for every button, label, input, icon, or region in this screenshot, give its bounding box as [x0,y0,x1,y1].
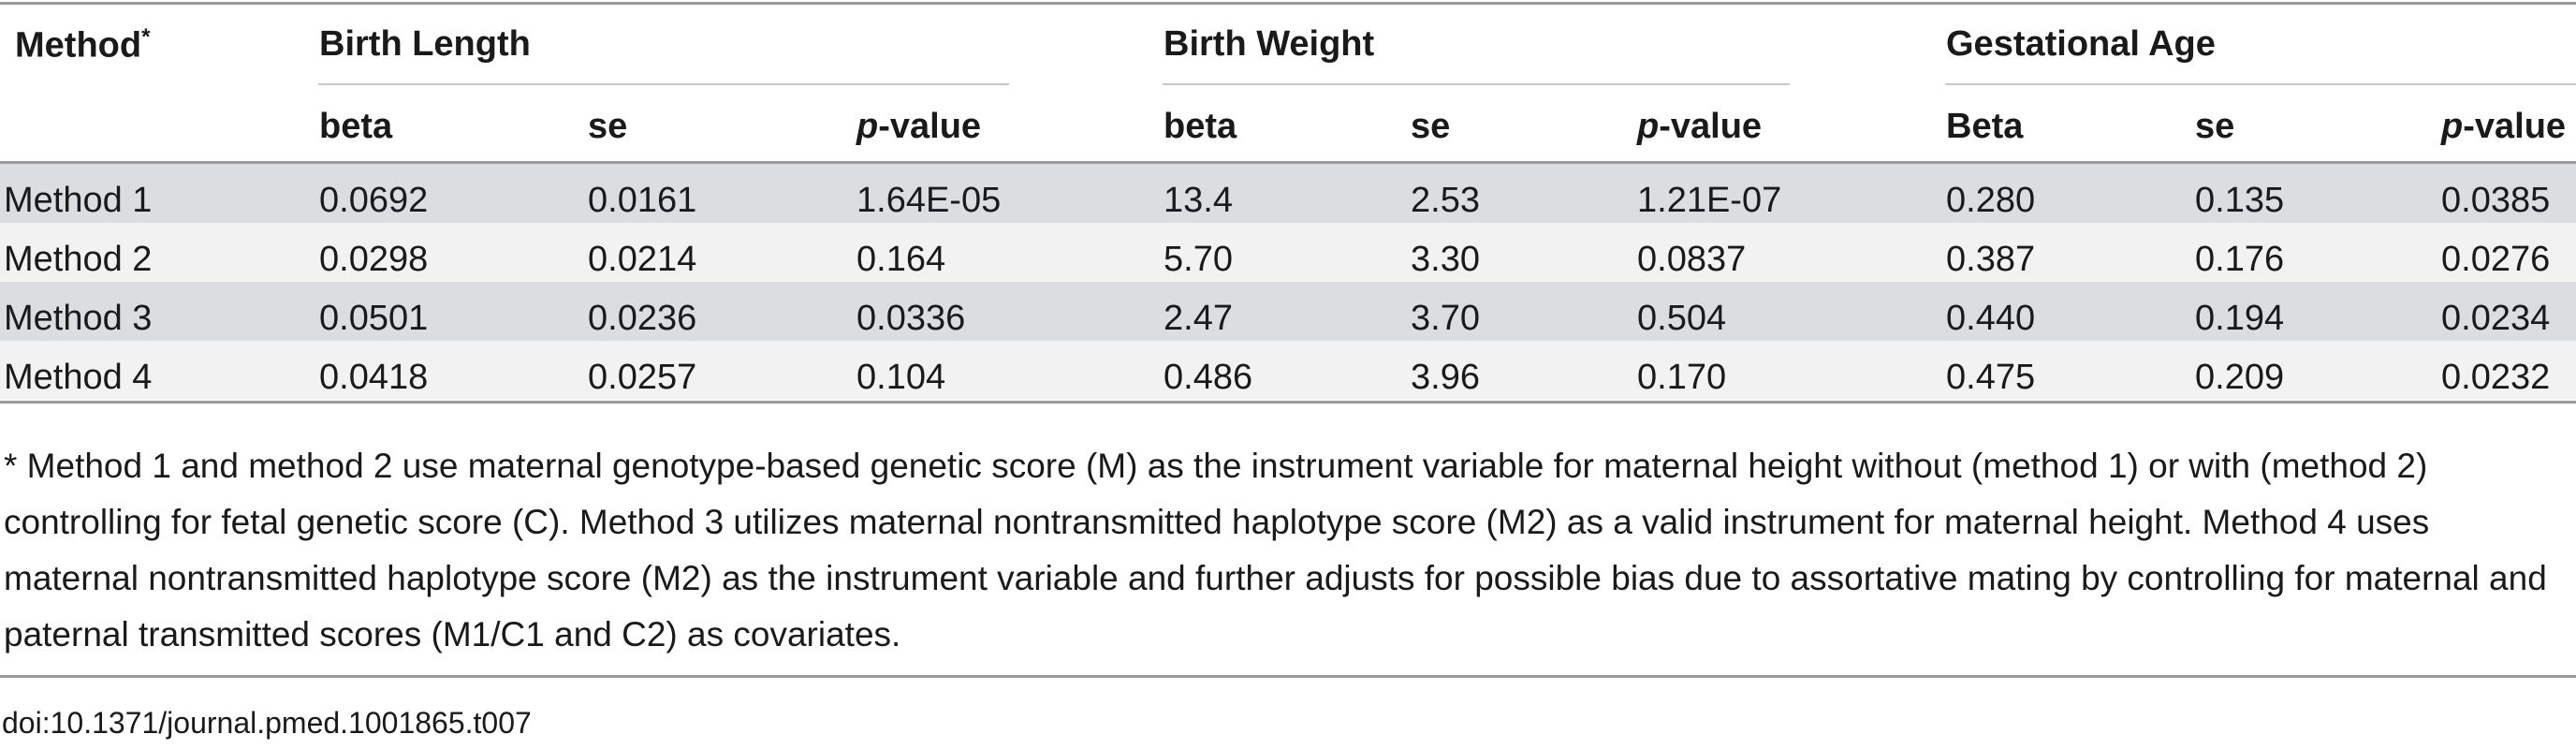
table-top-rule [0,2,2576,5]
table-cell: 3.30 [1411,240,1480,279]
table-cell: 3.70 [1411,299,1480,338]
birth-weight-group-rule [1163,83,1790,85]
table-cell: 0.0276 [2441,240,2551,279]
table-cell: 0.486 [1164,358,1253,397]
table-cell: 0.170 [1637,358,1727,397]
method-header-footnote-mark: * [141,24,151,50]
subheader-beta: beta [1164,107,1237,146]
table-cell: 5.70 [1164,240,1233,279]
table-cell: 0.440 [1946,299,2036,338]
table-row-band [0,164,2576,223]
table-bottom-rule [0,401,2576,404]
table-cell: 0.0214 [588,240,697,279]
table-cell: 0.0692 [319,181,429,220]
table-cell: 0.135 [2195,181,2285,220]
doi-link[interactable]: doi:10.1371/journal.pmed.1001865.t007 [2,706,532,740]
table-cell: 0.0837 [1637,240,1747,279]
table-cell: 0.0236 [588,299,697,338]
table-cell: 2.53 [1411,181,1480,220]
table-cell: 0.504 [1637,299,1727,338]
table-cell: 2.47 [1164,299,1233,338]
table-cell: 0.0336 [856,299,966,338]
table-cell: 0.0298 [319,240,429,279]
row-method-label: Method 3 [4,299,153,338]
group-header-birth-length: Birth Length [319,24,531,64]
subheader-beta: Beta [1946,107,2024,146]
method-header-label: Method [15,25,142,66]
table-cell: 0.104 [856,358,946,397]
subheader-beta: beta [319,107,393,146]
table-cell: 0.0257 [588,358,697,397]
table-cell: 0.0234 [2441,299,2551,338]
table-cell: 0.0161 [588,181,697,220]
table-cell: 0.0418 [319,358,429,397]
table-cell: 0.280 [1946,181,2036,220]
table-cell: 1.21E-07 [1637,181,1782,220]
footnote-bottom-rule [0,675,2576,678]
row-method-label: Method 4 [4,358,153,397]
table-cell: 0.0385 [2441,181,2551,220]
table-cell: 13.4 [1164,181,1233,220]
row-method-label: Method 2 [4,240,153,279]
table-footnote: * Method 1 and method 2 use maternal gen… [4,447,2547,654]
table-cell: 0.194 [2195,299,2285,338]
birth-length-group-rule [318,83,1009,85]
table-cell: 0.475 [1946,358,2036,397]
subheader-p-value: p-value [856,107,982,146]
table-cell: 0.164 [856,240,946,279]
subheader-se: se [2195,107,2235,146]
group-header-gestational-age: Gestational Age [1946,24,2216,64]
table-cell: 3.96 [1411,358,1480,397]
method-column-header: Method* [15,26,150,64]
table-row-band [0,282,2576,341]
gestational-age-group-rule [1945,83,2576,85]
header-bottom-rule [0,161,2576,164]
subheader-p-value: p-value [1637,107,1763,146]
table-row-band [0,341,2576,400]
subheader-p-value: p-value [2441,107,2567,146]
table-cell: 0.0501 [319,299,429,338]
subheader-se: se [588,107,628,146]
table-cell: 0.209 [2195,358,2285,397]
subheader-se: se [1411,107,1451,146]
table-cell: 0.176 [2195,240,2285,279]
table-row-band [0,223,2576,282]
row-method-label: Method 1 [4,181,153,220]
group-header-birth-weight: Birth Weight [1164,24,1375,64]
table-cell: 0.0232 [2441,358,2551,397]
table-cell: 1.64E-05 [856,181,1002,220]
table-cell: 0.387 [1946,240,2036,279]
